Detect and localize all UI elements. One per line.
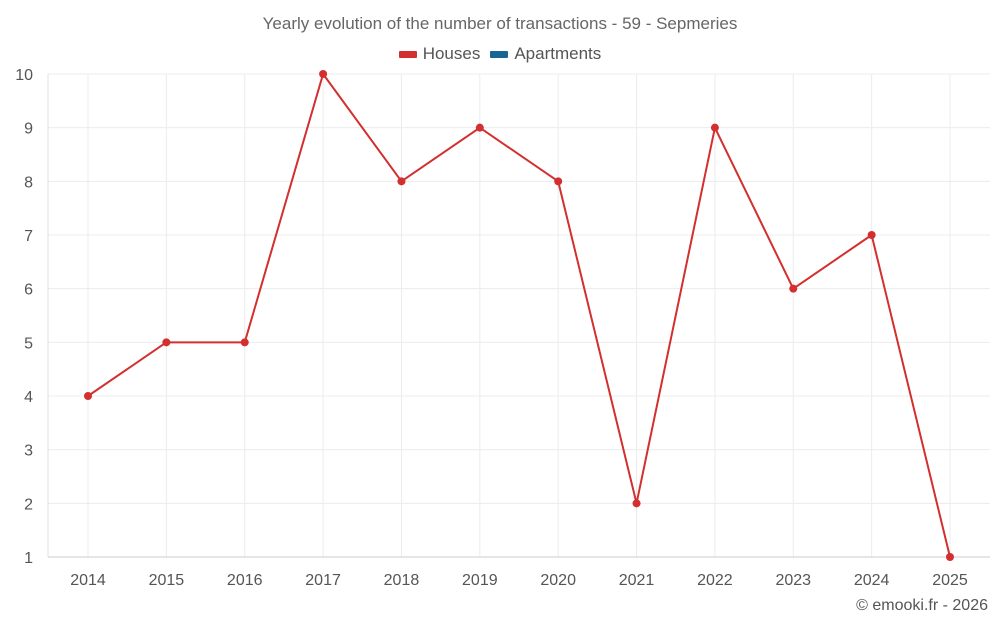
y-tick-label: 6: [24, 282, 33, 299]
x-tick-label: 2022: [697, 572, 733, 589]
x-tick-label: 2025: [932, 572, 968, 589]
x-tick-label: 2015: [149, 572, 185, 589]
footer-credit: © emooki.fr - 2026: [856, 597, 988, 614]
x-tick-label: 2020: [540, 572, 576, 589]
series-line-houses: [87, 73, 951, 558]
x-tick-label: 2021: [619, 572, 655, 589]
data-point: [632, 499, 641, 508]
chart-legend: Houses Apartments: [0, 44, 1000, 64]
y-tick-label: 5: [24, 335, 33, 352]
legend-swatch-houses: [398, 50, 417, 58]
legend-label-houses: Houses: [422, 44, 481, 63]
data-point: [162, 338, 171, 347]
chart-title: Yearly evolution of the number of transa…: [262, 14, 738, 33]
y-tick-label: 7: [24, 228, 33, 245]
x-tick-label: 2019: [462, 572, 498, 589]
x-tick-label: 2016: [227, 572, 263, 589]
legend-swatch-apartments: [490, 50, 509, 58]
x-tick-label: 2024: [854, 572, 890, 589]
y-tick-label: 8: [24, 174, 33, 191]
legend-label-apartments: Apartments: [514, 44, 602, 63]
data-point: [946, 553, 954, 561]
y-tick-label: 2: [24, 496, 33, 513]
y-tick-label: 9: [24, 121, 33, 138]
data-point: [319, 70, 328, 78]
legend-item-houses[interactable]: Houses: [398, 44, 481, 64]
data-point: [475, 123, 484, 132]
data-point: [397, 177, 406, 186]
y-tick-label: 4: [24, 389, 33, 406]
y-tick-label: 1: [24, 550, 33, 567]
data-point: [867, 231, 876, 239]
x-tick-label: 2018: [384, 572, 420, 589]
data-point: [554, 177, 563, 186]
y-tick-label: 10: [15, 67, 33, 84]
data-point: [789, 284, 798, 293]
data-point: [710, 123, 719, 132]
x-tick-label: 2014: [70, 572, 106, 589]
x-tick-label: 2017: [305, 572, 341, 589]
data-point: [84, 392, 92, 400]
x-tick-label: 2023: [775, 572, 811, 589]
legend-item-apartments[interactable]: Apartments: [490, 44, 601, 64]
data-point: [240, 338, 249, 347]
y-tick-label: 3: [24, 443, 33, 460]
